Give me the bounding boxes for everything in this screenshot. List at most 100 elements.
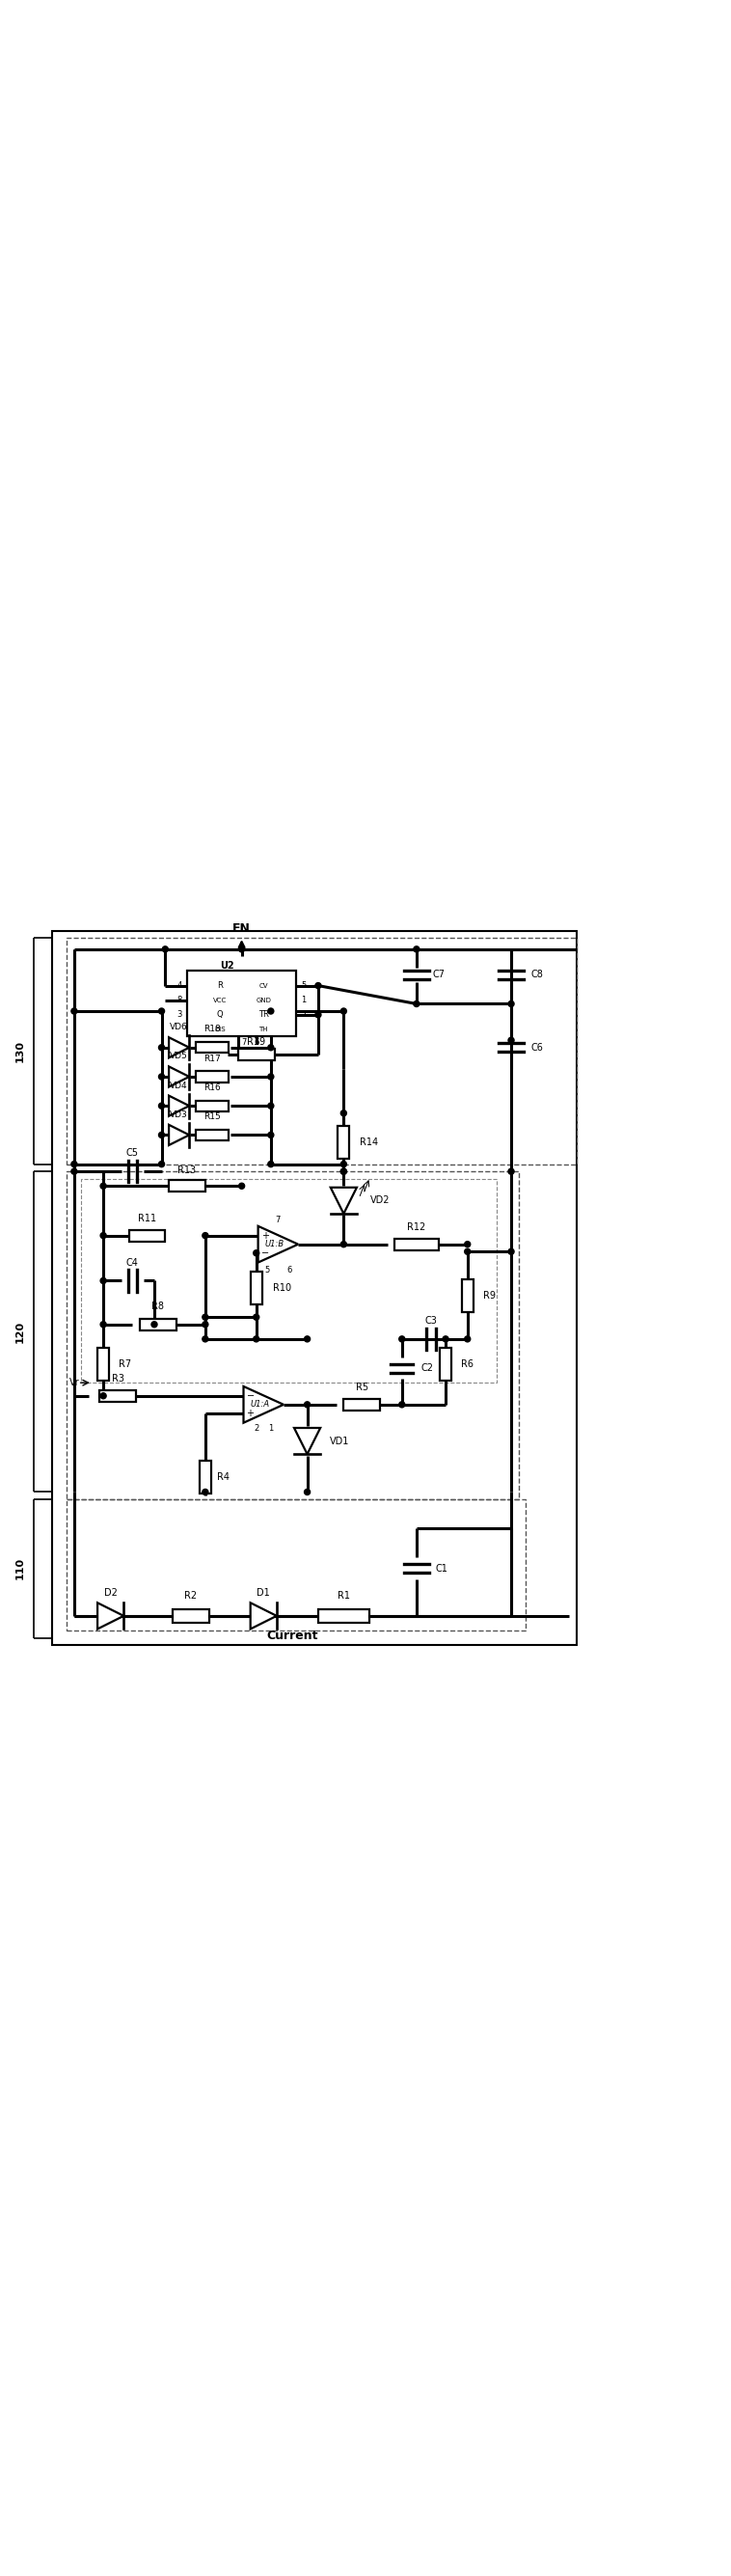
Text: U1:A: U1:A xyxy=(250,1401,270,1409)
Text: 2: 2 xyxy=(254,1425,259,1432)
Polygon shape xyxy=(97,1602,124,1628)
Text: +: + xyxy=(246,1409,254,1419)
Bar xyxy=(440,1347,452,1381)
Text: 120: 120 xyxy=(15,1321,24,1342)
Text: 7: 7 xyxy=(242,1038,247,1046)
Bar xyxy=(53,930,577,1646)
Circle shape xyxy=(465,1242,470,1247)
Text: R15: R15 xyxy=(204,1113,221,1121)
Bar xyxy=(173,1610,209,1623)
Circle shape xyxy=(508,1170,514,1175)
Bar xyxy=(344,1399,380,1412)
Bar xyxy=(99,1391,136,1401)
Circle shape xyxy=(443,1337,449,1342)
Circle shape xyxy=(159,1007,164,1015)
Text: 1: 1 xyxy=(301,997,306,1005)
Text: R13: R13 xyxy=(178,1164,197,1175)
Text: R10: R10 xyxy=(273,1283,291,1293)
Text: C8: C8 xyxy=(531,969,543,979)
Text: CV: CV xyxy=(259,981,268,989)
Bar xyxy=(67,1172,518,1499)
Circle shape xyxy=(202,1337,208,1342)
Circle shape xyxy=(268,1131,273,1139)
Text: 5: 5 xyxy=(301,981,306,989)
Circle shape xyxy=(268,1007,273,1015)
Text: R12: R12 xyxy=(407,1224,425,1231)
Circle shape xyxy=(202,1314,208,1319)
Text: C6: C6 xyxy=(531,1043,543,1054)
Bar xyxy=(97,1347,109,1381)
Bar xyxy=(196,1043,229,1054)
Circle shape xyxy=(71,1007,77,1015)
Bar xyxy=(169,1180,205,1193)
Circle shape xyxy=(341,1170,346,1175)
Text: R17: R17 xyxy=(204,1054,221,1064)
Circle shape xyxy=(268,1046,273,1051)
Text: −: − xyxy=(246,1391,254,1401)
Circle shape xyxy=(202,1489,208,1494)
Circle shape xyxy=(414,945,420,953)
Circle shape xyxy=(399,1401,405,1406)
Text: GND: GND xyxy=(256,997,271,1002)
Circle shape xyxy=(304,1337,310,1342)
Bar xyxy=(338,1126,349,1159)
Circle shape xyxy=(162,945,168,953)
Text: R19: R19 xyxy=(247,1038,265,1048)
Text: R6: R6 xyxy=(461,1360,474,1370)
Circle shape xyxy=(202,1321,208,1327)
Text: Current: Current xyxy=(267,1631,319,1643)
Text: R3: R3 xyxy=(112,1373,124,1383)
Circle shape xyxy=(341,1110,346,1115)
Circle shape xyxy=(151,1321,157,1327)
Bar xyxy=(200,1461,211,1494)
Bar xyxy=(196,1128,229,1141)
Text: VD5: VD5 xyxy=(170,1051,188,1061)
Bar xyxy=(129,1229,165,1242)
Text: 6: 6 xyxy=(254,1038,259,1046)
Circle shape xyxy=(341,1242,346,1247)
Text: Vr: Vr xyxy=(69,1378,79,1388)
Circle shape xyxy=(100,1321,106,1327)
Polygon shape xyxy=(294,1427,320,1453)
Circle shape xyxy=(465,1249,470,1255)
Circle shape xyxy=(315,1012,321,1018)
Text: EN: EN xyxy=(232,922,251,935)
Text: TH: TH xyxy=(259,1025,268,1033)
Text: R18: R18 xyxy=(204,1025,221,1033)
Text: 2: 2 xyxy=(301,1010,306,1020)
Text: C5: C5 xyxy=(126,1149,139,1159)
Text: 1: 1 xyxy=(268,1425,273,1432)
Circle shape xyxy=(414,1002,420,1007)
Text: TR: TR xyxy=(258,1010,269,1020)
Text: 3: 3 xyxy=(177,1010,182,1020)
Bar xyxy=(318,1610,369,1623)
Text: C7: C7 xyxy=(432,969,444,979)
Text: C1: C1 xyxy=(436,1564,448,1574)
Circle shape xyxy=(341,1007,346,1015)
Text: R7: R7 xyxy=(119,1360,132,1370)
Circle shape xyxy=(304,1401,310,1406)
Text: U2: U2 xyxy=(220,961,234,971)
Text: 6: 6 xyxy=(287,1265,292,1275)
Polygon shape xyxy=(243,1386,284,1422)
Bar xyxy=(196,1072,229,1082)
Text: R16: R16 xyxy=(204,1084,221,1092)
Circle shape xyxy=(159,1074,164,1079)
Bar xyxy=(251,1273,262,1303)
Circle shape xyxy=(268,1162,273,1167)
Polygon shape xyxy=(169,1126,189,1146)
Text: R9: R9 xyxy=(483,1291,496,1301)
Text: R1: R1 xyxy=(338,1589,350,1600)
Text: −: − xyxy=(261,1249,269,1257)
Circle shape xyxy=(100,1182,106,1190)
Bar xyxy=(462,1278,473,1311)
Text: VD1: VD1 xyxy=(330,1437,350,1445)
Text: +: + xyxy=(261,1231,269,1242)
Text: C2: C2 xyxy=(421,1363,433,1373)
Text: VD4: VD4 xyxy=(170,1082,188,1090)
Circle shape xyxy=(159,1131,164,1139)
Text: VD3: VD3 xyxy=(170,1110,188,1118)
Text: 4: 4 xyxy=(177,981,182,989)
Circle shape xyxy=(100,1394,106,1399)
Text: 5: 5 xyxy=(265,1265,270,1275)
